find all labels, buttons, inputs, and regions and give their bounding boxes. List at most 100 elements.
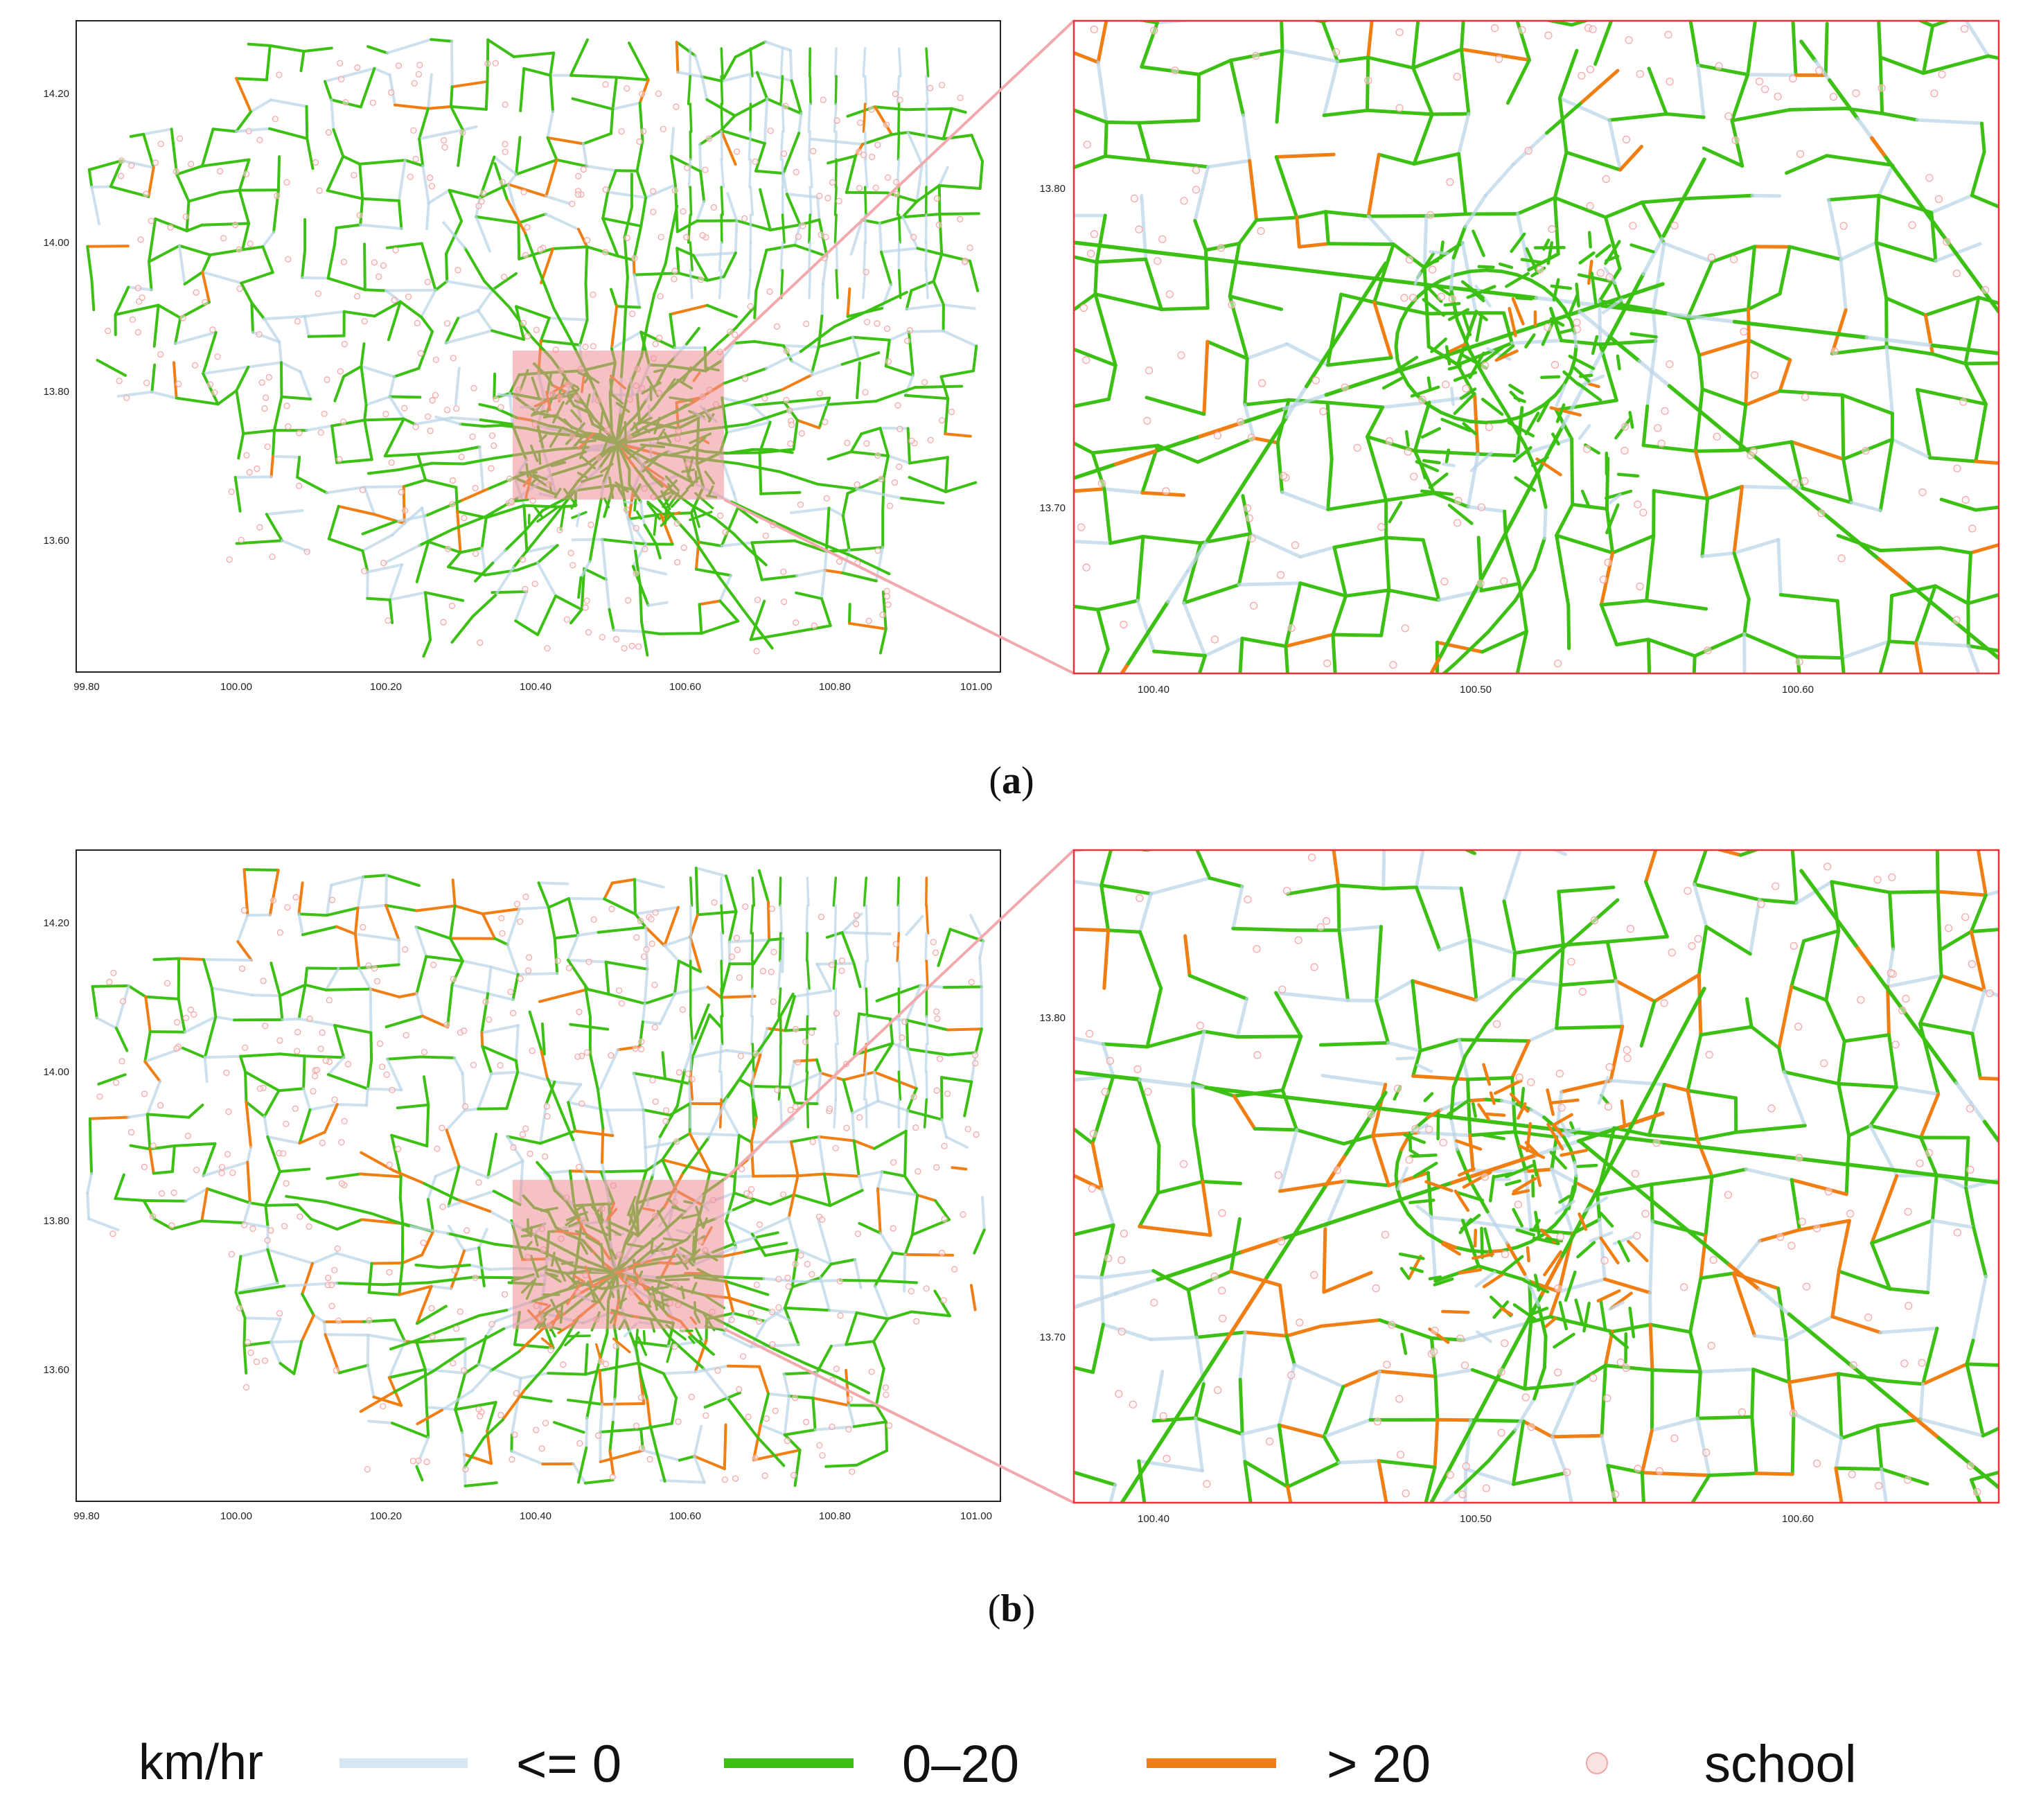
school-marker — [134, 329, 141, 336]
road-segment — [245, 1100, 253, 1149]
school-marker — [394, 1145, 402, 1153]
road-segment — [635, 1347, 642, 1375]
road-segment — [200, 158, 251, 168]
road-segment — [567, 1083, 583, 1104]
school-marker — [1774, 92, 1782, 100]
school-marker — [1481, 361, 1489, 370]
school-marker — [618, 1000, 626, 1007]
school-marker — [1430, 1348, 1438, 1356]
school-marker — [256, 524, 263, 531]
road-segment — [1971, 1274, 1988, 1343]
school-marker — [507, 989, 514, 996]
school-marker — [1219, 1314, 1227, 1323]
road-segment — [238, 1284, 285, 1295]
school-marker — [793, 619, 800, 626]
road-segment — [553, 937, 559, 975]
road-segment — [385, 242, 423, 249]
school-marker — [1322, 917, 1331, 926]
road-segment — [326, 189, 364, 200]
school-marker — [1527, 1078, 1535, 1086]
road-segment — [505, 1070, 520, 1111]
road-segment — [1074, 927, 1110, 933]
school-marker — [1364, 76, 1372, 85]
road-segment — [1564, 1270, 1577, 1302]
road-segment — [783, 1395, 790, 1436]
road-segment — [903, 1233, 914, 1256]
road-segment — [1515, 1228, 1536, 1237]
road-segment — [477, 288, 495, 312]
road-segment — [1198, 421, 1244, 439]
school-marker — [892, 941, 899, 948]
road-segment — [480, 1024, 520, 1034]
school-marker — [1101, 1088, 1109, 1096]
school-marker — [407, 173, 414, 180]
road-segment — [1611, 533, 1656, 555]
school-marker — [344, 1061, 352, 1068]
panel-b-zoom-frame — [1072, 849, 2000, 1504]
road-segment — [753, 289, 758, 319]
school-marker — [788, 421, 795, 428]
road-segment — [1411, 47, 1463, 70]
road-segment — [148, 244, 181, 263]
school-marker — [136, 298, 143, 305]
road-segment — [720, 541, 754, 547]
road-segment — [748, 130, 752, 161]
school-marker — [710, 204, 718, 211]
road-segment — [373, 67, 391, 77]
school-marker — [1294, 936, 1302, 944]
road-segment — [766, 900, 771, 942]
school-marker — [245, 127, 252, 134]
road-segment — [1463, 1467, 1468, 1503]
school-marker — [254, 465, 260, 472]
road-segment — [250, 301, 266, 321]
school-marker — [475, 1406, 482, 1413]
road-segment — [1429, 654, 1443, 673]
road-segment — [1898, 175, 1916, 198]
school-marker — [1159, 1412, 1167, 1420]
road-segment — [1481, 398, 1504, 416]
school-marker — [497, 1061, 504, 1069]
road-segment — [373, 300, 402, 318]
road-segment — [1542, 505, 1548, 540]
road-segment — [1324, 323, 1348, 358]
road-segment — [1599, 599, 1649, 607]
road-segment — [1938, 546, 1972, 555]
road-segment — [175, 396, 220, 406]
zoom-y-tick-label: 13.80 — [1039, 183, 1066, 195]
road-segment — [1245, 445, 1269, 481]
school-marker — [1813, 1224, 1821, 1233]
road-segment — [1422, 298, 1445, 317]
school-marker — [774, 1086, 781, 1093]
road-segment — [923, 1098, 928, 1129]
road-segment — [1438, 937, 1472, 952]
road-segment — [301, 276, 330, 280]
school-marker — [1981, 285, 1990, 294]
road-segment — [1545, 929, 1584, 964]
school-marker — [578, 1100, 585, 1107]
school-marker — [247, 1349, 254, 1357]
road-segment — [270, 98, 308, 108]
road-segment — [675, 219, 699, 233]
road-segment — [434, 280, 449, 292]
road-segment — [533, 506, 543, 518]
school-marker — [1491, 24, 1499, 33]
road-segment — [777, 1070, 782, 1101]
school-marker — [1485, 423, 1493, 432]
road-segment — [396, 1103, 430, 1110]
road-segment — [1468, 419, 1488, 425]
road-segment — [1580, 69, 1620, 104]
school-marker — [639, 1445, 646, 1452]
road-segment — [1433, 1264, 1481, 1283]
road-segment — [726, 1061, 752, 1099]
school-marker — [226, 556, 233, 563]
school-marker — [316, 187, 323, 194]
school-marker — [940, 1297, 947, 1304]
road-segment — [1830, 1315, 1882, 1334]
road-segment — [1096, 60, 1108, 124]
road-segment — [689, 269, 694, 299]
school-marker — [883, 325, 891, 332]
overview-x-tick-label: 101.00 — [960, 681, 992, 693]
school-marker — [143, 380, 150, 387]
road-segment — [1151, 1269, 1190, 1292]
road-segment — [1460, 21, 1465, 51]
